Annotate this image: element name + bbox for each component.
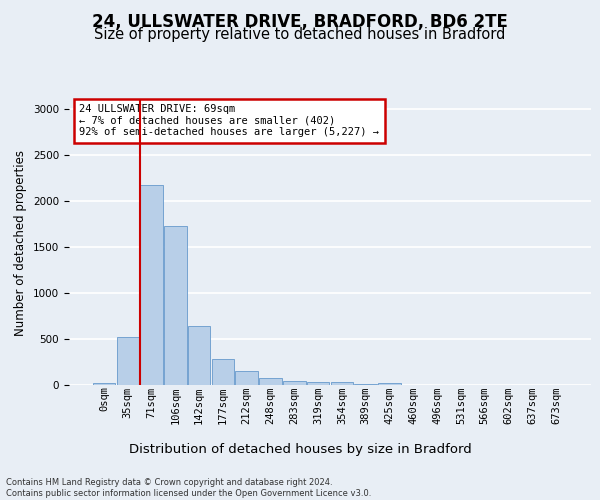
- Text: Size of property relative to detached houses in Bradford: Size of property relative to detached ho…: [94, 28, 506, 42]
- Bar: [164, 226, 187, 385]
- Bar: [283, 381, 305, 385]
- Bar: [93, 382, 115, 385]
- Text: Contains HM Land Registry data © Crown copyright and database right 2024.
Contai: Contains HM Land Registry data © Crown c…: [6, 478, 371, 498]
- Bar: [355, 384, 377, 385]
- Bar: [235, 371, 258, 385]
- Text: Distribution of detached houses by size in Bradford: Distribution of detached houses by size …: [128, 442, 472, 456]
- Bar: [259, 378, 282, 385]
- Bar: [140, 184, 163, 385]
- Text: 24 ULLSWATER DRIVE: 69sqm
← 7% of detached houses are smaller (402)
92% of semi-: 24 ULLSWATER DRIVE: 69sqm ← 7% of detach…: [79, 104, 379, 138]
- Bar: [188, 326, 211, 385]
- Bar: [116, 337, 139, 385]
- Y-axis label: Number of detached properties: Number of detached properties: [14, 150, 28, 336]
- Bar: [307, 382, 329, 385]
- Bar: [378, 383, 401, 385]
- Bar: [212, 359, 234, 385]
- Text: 24, ULLSWATER DRIVE, BRADFORD, BD6 2TE: 24, ULLSWATER DRIVE, BRADFORD, BD6 2TE: [92, 12, 508, 30]
- Bar: [331, 382, 353, 385]
